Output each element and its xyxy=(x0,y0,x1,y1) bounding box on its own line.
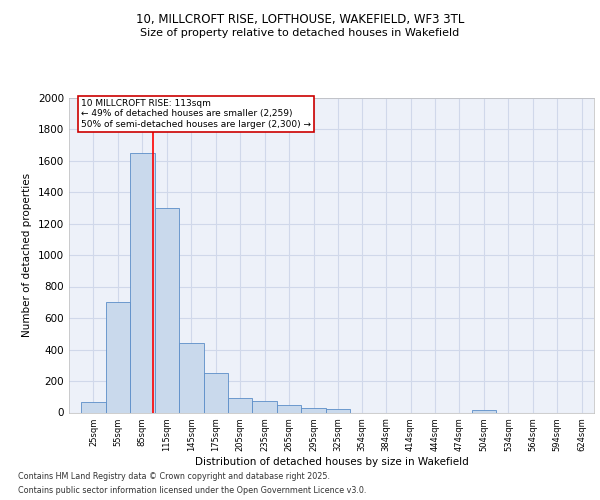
Bar xyxy=(106,302,130,412)
Bar xyxy=(179,343,203,412)
Text: 10 MILLCROFT RISE: 113sqm
← 49% of detached houses are smaller (2,259)
50% of se: 10 MILLCROFT RISE: 113sqm ← 49% of detac… xyxy=(81,99,311,129)
Bar xyxy=(155,208,179,412)
Bar xyxy=(472,410,496,412)
Bar xyxy=(81,402,106,412)
Bar xyxy=(228,398,253,412)
X-axis label: Distribution of detached houses by size in Wakefield: Distribution of detached houses by size … xyxy=(194,457,469,467)
Text: 10, MILLCROFT RISE, LOFTHOUSE, WAKEFIELD, WF3 3TL: 10, MILLCROFT RISE, LOFTHOUSE, WAKEFIELD… xyxy=(136,12,464,26)
Text: Contains public sector information licensed under the Open Government Licence v3: Contains public sector information licen… xyxy=(18,486,367,495)
Bar xyxy=(203,373,228,412)
Bar xyxy=(326,408,350,412)
Bar xyxy=(253,400,277,412)
Bar xyxy=(277,404,301,412)
Bar xyxy=(301,408,326,412)
Bar xyxy=(130,152,155,412)
Text: Contains HM Land Registry data © Crown copyright and database right 2025.: Contains HM Land Registry data © Crown c… xyxy=(18,472,330,481)
Text: Size of property relative to detached houses in Wakefield: Size of property relative to detached ho… xyxy=(140,28,460,38)
Y-axis label: Number of detached properties: Number of detached properties xyxy=(22,173,32,337)
